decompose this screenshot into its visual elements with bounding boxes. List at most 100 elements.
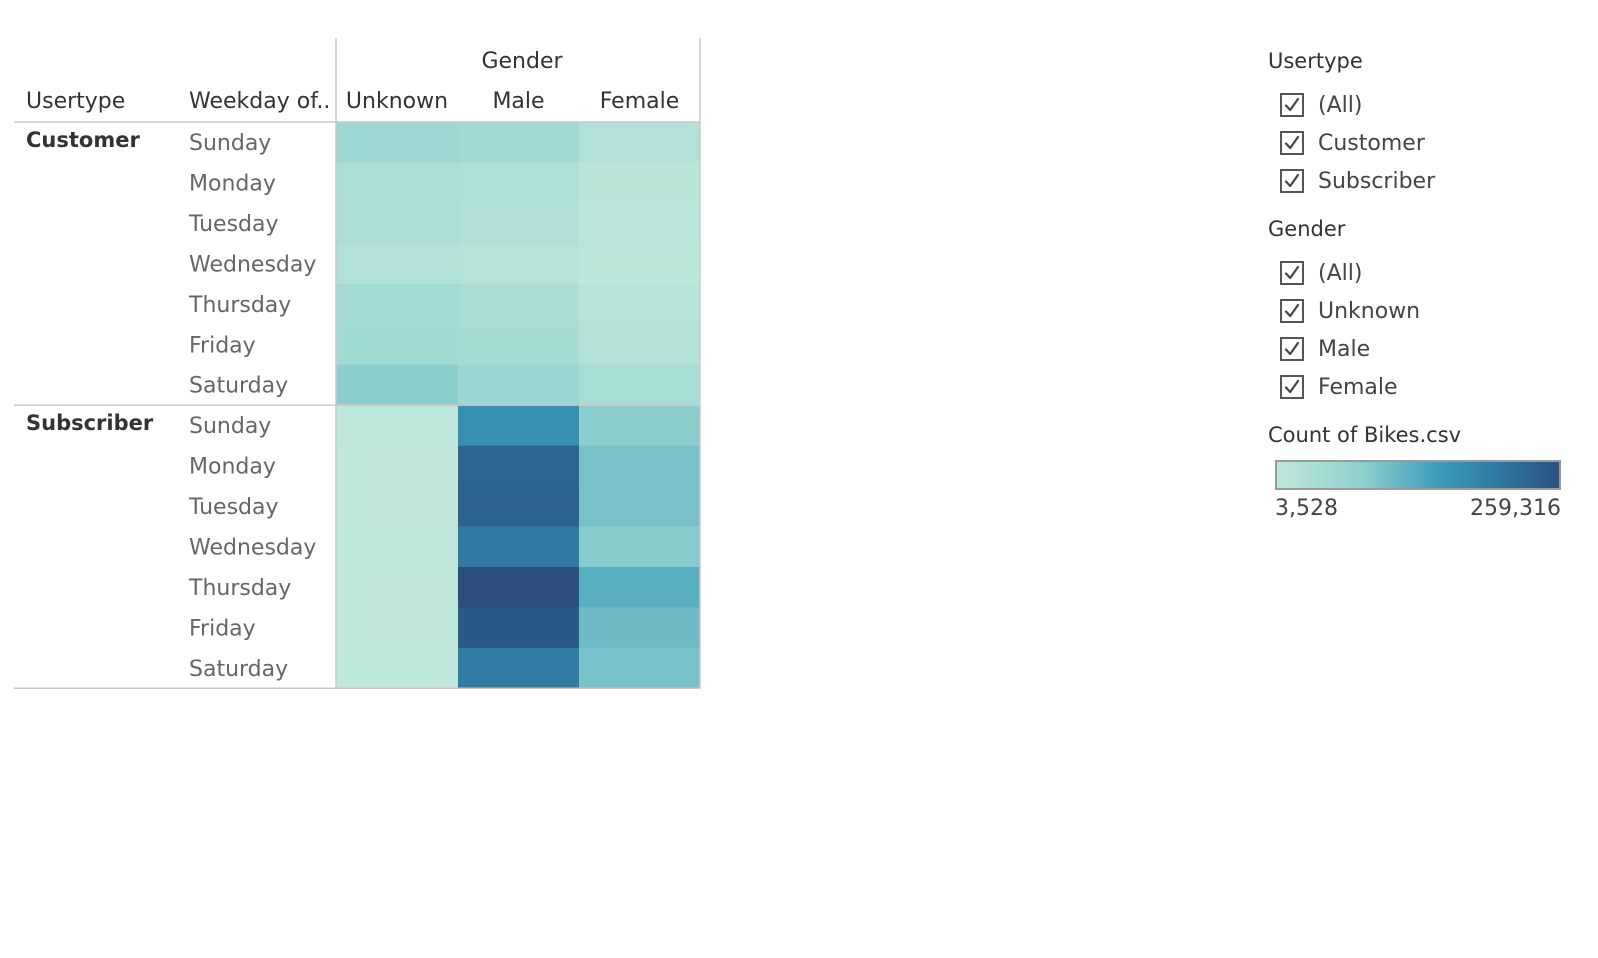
heatmap-cell[interactable] [458, 162, 580, 204]
row-label: Friday [189, 333, 256, 358]
row-label: Monday [189, 171, 276, 196]
heatmap-cell[interactable] [579, 445, 701, 487]
filter-item[interactable]: (All) [1268, 254, 1588, 292]
color-legend: Count of Bikes.csv 3,528 259,316 [1268, 420, 1588, 521]
heatmap-cell[interactable] [458, 122, 580, 163]
heatmap-cell[interactable] [458, 243, 580, 285]
legend-panel: Usertype (All) Customer Subscriber Gender (Al… [1268, 46, 1588, 521]
heatmap-cell[interactable] [579, 283, 701, 325]
filter-item-label: Unknown [1318, 298, 1421, 324]
column-header: Female [600, 89, 680, 114]
row-label: Tuesday [188, 212, 279, 237]
heatmap-cell[interactable] [458, 526, 580, 568]
filter-item[interactable]: Subscriber [1268, 162, 1588, 200]
heatmap-table: Gender Usertype Weekday of.. Unknown Male Fem… [14, 38, 701, 690]
filter-item[interactable]: Female [1268, 368, 1588, 406]
heatmap-cell[interactable] [336, 647, 459, 689]
filter-item-label: (All) [1318, 260, 1363, 286]
filter-item-label: Customer [1318, 130, 1425, 156]
checkbox[interactable] [1280, 93, 1304, 117]
heatmap-cell[interactable] [458, 364, 580, 406]
heatmap-cell[interactable] [336, 364, 459, 406]
color-min-label: 3,528 [1275, 496, 1338, 521]
color-ramp [1275, 460, 1561, 490]
checkmark-icon [1284, 135, 1300, 150]
row-label: Tuesday [188, 495, 279, 520]
heatmap-cell[interactable] [336, 405, 459, 447]
checkbox[interactable] [1280, 299, 1304, 323]
heatmap-cell[interactable] [336, 607, 459, 649]
heatmap-cell[interactable] [458, 647, 580, 689]
group-label: Customer [26, 128, 140, 152]
checkbox[interactable] [1280, 337, 1304, 361]
checkmark-icon [1284, 303, 1300, 318]
checkbox[interactable] [1280, 131, 1304, 155]
heatmap-cell[interactable] [458, 202, 580, 244]
heatmap-cell[interactable] [336, 324, 459, 366]
group-label: Subscriber [26, 411, 154, 435]
heatmap-cell[interactable] [336, 526, 459, 568]
filter-item[interactable]: Male [1268, 330, 1588, 368]
heatmap-cell[interactable] [579, 324, 701, 366]
color-legend-title: Count of Bikes.csv [1268, 423, 1462, 447]
heatmap-cell[interactable] [336, 202, 459, 244]
heatmap-cell[interactable] [336, 566, 459, 608]
row-label: Sunday [189, 414, 271, 439]
filter-title: Usertype [1268, 49, 1363, 73]
heatmap-cell[interactable] [336, 243, 459, 285]
color-ramp-labels: 3,528 259,316 [1275, 496, 1561, 521]
filter-group-gender: Gender (All) Unknown Male Female [1268, 214, 1588, 406]
heatmap-cell[interactable] [458, 405, 580, 447]
heatmap-cell[interactable] [579, 122, 701, 163]
heatmap-cell[interactable] [579, 162, 701, 204]
heatmap-cell[interactable] [579, 405, 701, 447]
filter-group-usertype: Usertype (All) Customer Subscriber [1268, 46, 1588, 200]
heatmap-cell[interactable] [579, 364, 701, 406]
heatmap-cell[interactable] [458, 486, 580, 527]
checkmark-icon [1284, 97, 1300, 112]
heatmap-cell[interactable] [579, 486, 701, 527]
heatmap-cell[interactable] [579, 607, 701, 649]
heatmap-cell[interactable] [336, 122, 459, 163]
checkbox[interactable] [1280, 261, 1304, 285]
filter-cards: Usertype (All) Customer Subscriber Gender (Al… [1268, 46, 1588, 406]
row-label: Saturday [189, 374, 288, 399]
filter-item[interactable]: (All) [1268, 86, 1588, 124]
heatmap-cell[interactable] [579, 566, 701, 608]
checkmark-icon [1284, 265, 1300, 280]
filter-item[interactable]: Customer [1268, 124, 1588, 162]
color-max-label: 259,316 [1470, 496, 1561, 521]
row-label: Wednesday [189, 252, 316, 277]
heatmap-cell[interactable] [458, 566, 580, 608]
row-label: Wednesday [189, 536, 316, 561]
heatmap-cell[interactable] [579, 202, 701, 244]
heatmap-cell[interactable] [336, 162, 459, 204]
row-label: Monday [189, 455, 276, 480]
row-label: Sunday [189, 131, 271, 156]
filter-item-label: (All) [1318, 92, 1363, 118]
row-label: Thursday [188, 293, 291, 318]
column-header: Male [492, 89, 544, 114]
row-label: Saturday [189, 657, 288, 682]
filter-title: Gender [1268, 217, 1346, 241]
checkbox[interactable] [1280, 375, 1304, 399]
heatmap-cell[interactable] [336, 445, 459, 487]
filter-item-label: Subscriber [1318, 168, 1436, 194]
row-label: Friday [189, 616, 256, 641]
heatmap-cell[interactable] [579, 243, 701, 285]
checkmark-icon [1284, 379, 1300, 394]
column-group-header: Gender [481, 49, 563, 74]
heatmap-cell[interactable] [579, 647, 701, 689]
checkbox[interactable] [1280, 169, 1304, 193]
heatmap-cell[interactable] [458, 324, 580, 366]
filter-item[interactable]: Unknown [1268, 292, 1588, 330]
heatmap-cell[interactable] [458, 283, 580, 325]
heatmap-cell[interactable] [336, 283, 459, 325]
heatmap-cell[interactable] [336, 486, 459, 527]
filter-item-label: Male [1318, 336, 1371, 362]
checkmark-icon [1284, 173, 1300, 188]
heatmap-cell[interactable] [458, 607, 580, 649]
row-header-weekday: Weekday of.. [189, 89, 330, 114]
heatmap-cell[interactable] [458, 445, 580, 487]
heatmap-cell[interactable] [579, 526, 701, 568]
